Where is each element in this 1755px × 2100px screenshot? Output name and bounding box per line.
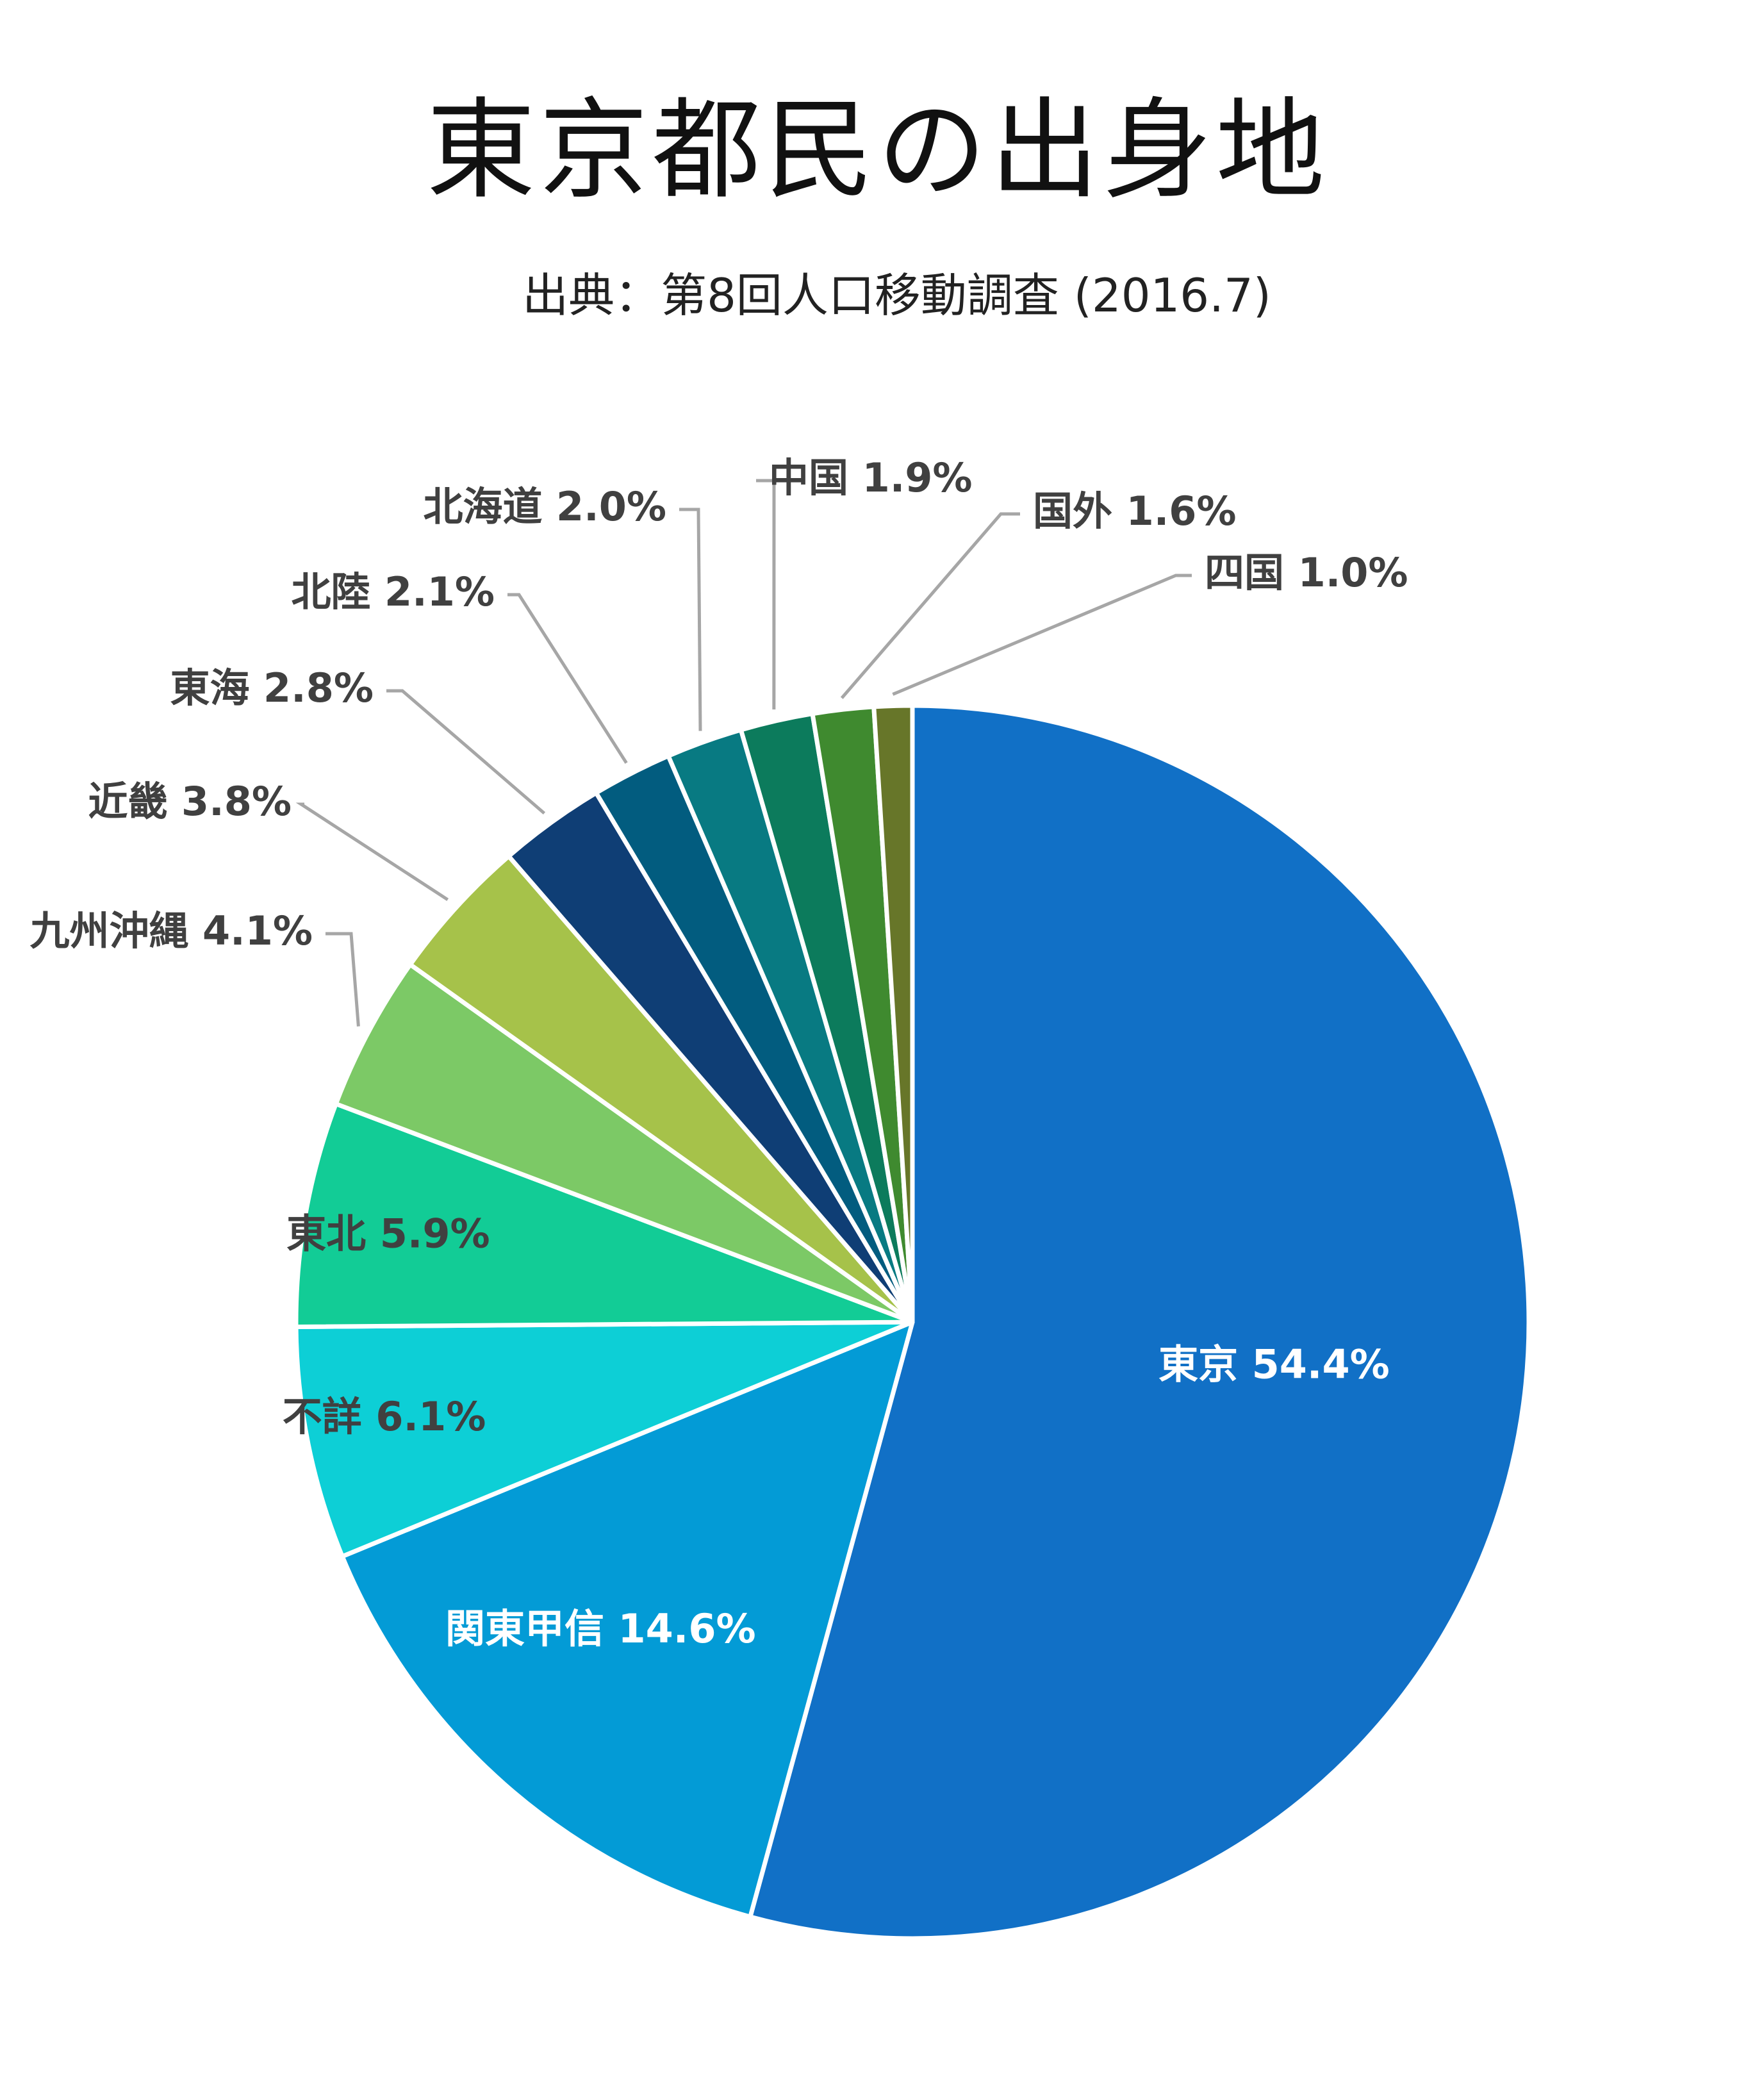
data-label-関東甲信: 関東甲信 14.6%	[445, 1605, 756, 1652]
leader-line-九州沖縄	[325, 932, 360, 1027]
leader-line-北海道	[679, 508, 702, 731]
data-label-近畿: 近畿 3.8%	[88, 778, 292, 825]
pie-slice-近畿	[408, 854, 915, 1325]
leader-line-四国	[892, 574, 1192, 696]
pie-slice-東京	[748, 703, 1531, 1941]
pie-slice-不詳	[293, 1319, 915, 1559]
pie-slice-関東甲信	[340, 1319, 915, 1919]
leader-line-国外	[840, 512, 1020, 699]
data-label-中国: 中国 1.9%	[769, 454, 973, 501]
data-label-東北: 東北 5.9%	[286, 1210, 490, 1257]
leader-line-中国	[756, 479, 776, 710]
pie-slices	[293, 703, 1531, 1941]
data-labels: 東京 54.4% 関東甲信 14.6% 不詳 6.1% 東北 5.9% 九州沖縄 4.1…	[29, 454, 1408, 1652]
data-label-国外: 国外 1.6%	[1033, 488, 1237, 534]
pie-slice-四国	[871, 703, 915, 1325]
data-label-北海道: 北海道 2.0%	[423, 483, 666, 530]
data-label-四国: 四国 1.0%	[1205, 549, 1408, 596]
chart-subtitle: 出典：第8回人口移動調査 (2016.7)	[522, 269, 1271, 322]
leader-line-近畿	[295, 802, 449, 902]
data-label-東海: 東海 2.8%	[170, 665, 374, 711]
data-label-北陸: 北陸 2.1%	[291, 568, 495, 615]
leader-line-東海	[386, 689, 546, 814]
leader-lines	[295, 479, 1192, 1027]
leader-line-北陸	[507, 593, 628, 764]
data-label-九州沖縄: 九州沖縄 4.1%	[29, 907, 313, 954]
pie-slice-東北	[293, 1102, 915, 1330]
pie-slice-九州沖縄	[333, 962, 915, 1325]
chart-title: 東京都民の出身地	[426, 87, 1329, 214]
data-label-不詳: 不詳 6.1%	[283, 1393, 486, 1440]
data-label-東京: 東京 54.4%	[1158, 1341, 1390, 1387]
